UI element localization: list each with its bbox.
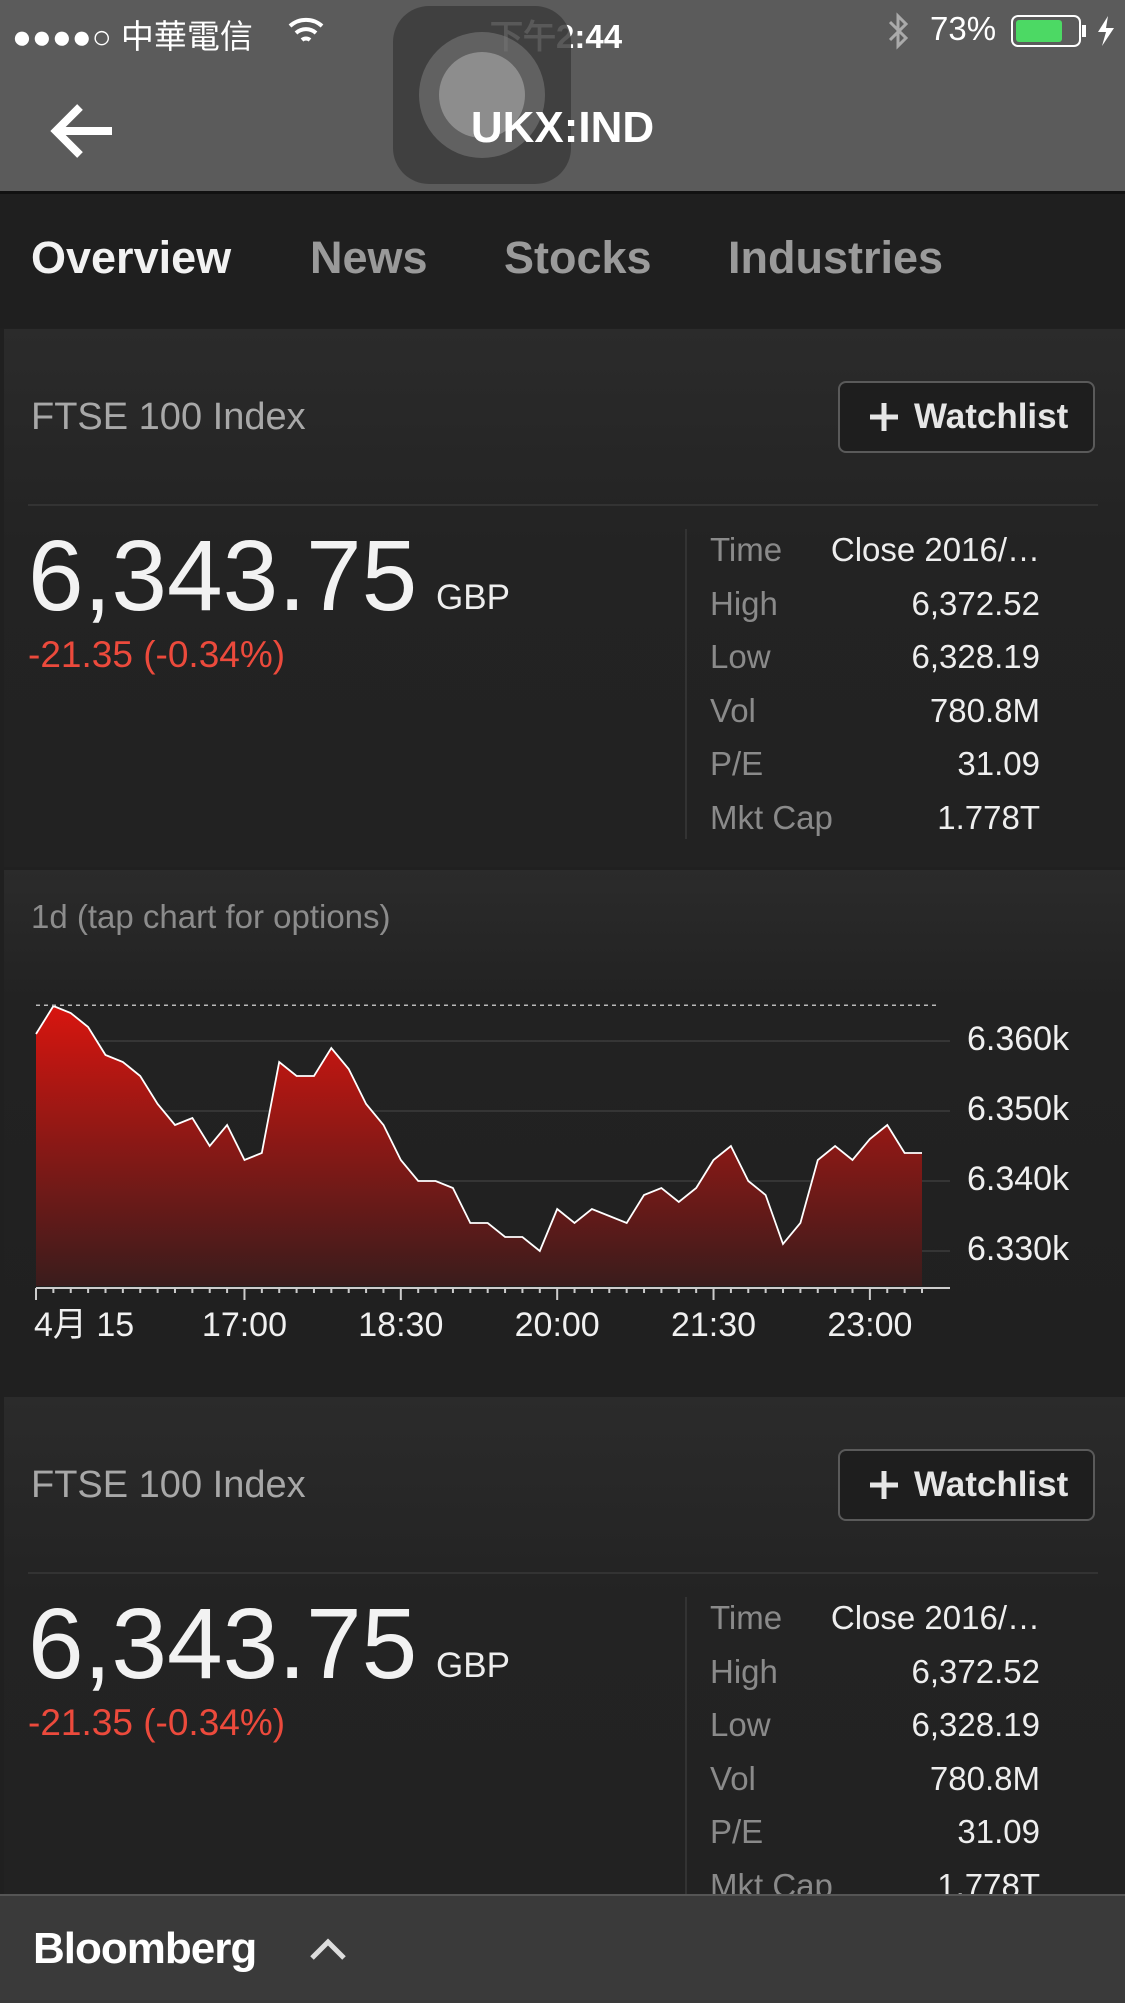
stats-divider [685, 529, 687, 839]
divider [28, 504, 1098, 506]
price: 6,343.75 [28, 520, 418, 632]
change: -21.35 (-0.34%) [28, 634, 286, 675]
stat-value: 31.09 [957, 1813, 1040, 1851]
currency: GBP [436, 578, 510, 617]
battery-icon [1011, 15, 1114, 47]
stat-value: 6,328.19 [911, 638, 1040, 676]
button-label[interactable]: Watchlist [914, 1465, 1069, 1504]
x-tick-label: 23:00 [827, 1306, 912, 1344]
stat-value: 6,372.52 [911, 584, 1040, 622]
carrier: ●●●●○ 中華電信 [12, 18, 253, 55]
x-tick-label: 18:30 [358, 1306, 443, 1344]
expand-button[interactable] [308, 1934, 348, 1964]
stat-label: Low [710, 1706, 771, 1744]
footer-bar: Bloomberg [0, 1894, 1125, 2003]
stat-label: High [710, 1652, 778, 1690]
stat-value: 780.8M [929, 1759, 1040, 1797]
chart-label: 1d (tap chart for options) [31, 898, 391, 935]
stat-value: 6,328.19 [911, 1706, 1040, 1744]
stat-value: Close 2016/… [830, 1599, 1040, 1636]
stat-label: Time [710, 1599, 783, 1636]
watchlist-button[interactable]: Watchlist [838, 381, 1095, 453]
x-tick-label: 20:00 [515, 1306, 600, 1344]
x-tick-label: 17:00 [202, 1306, 287, 1344]
wifi-icon [288, 17, 324, 42]
stat-value: Close 2016/… [830, 531, 1040, 568]
y-tick-label: 6.330k [967, 1230, 1070, 1268]
stat-label: High [710, 584, 778, 622]
stat-label: Time [710, 531, 783, 568]
nav-bar: UKX:IND [0, 6, 1125, 194]
divider [28, 1572, 1098, 1574]
tab-bar: Overview News Stocks Industries [0, 194, 1125, 328]
y-tick-label: 6.360k [967, 1020, 1070, 1058]
stat-value: 780.8M [929, 691, 1040, 729]
y-tick-label: 6.340k [967, 1160, 1070, 1198]
change: -21.35 (-0.34%) [28, 1702, 286, 1743]
assistive-touch[interactable] [393, 6, 571, 184]
brand: Bloomberg [33, 1924, 257, 1973]
currency: GBP [436, 1646, 510, 1685]
stat-value: 1.778T [937, 799, 1040, 836]
tab[interactable]: News [310, 232, 428, 283]
tab[interactable]: Overview [31, 232, 232, 283]
watchlist-button[interactable]: Watchlist [838, 1449, 1095, 1521]
stat-label: Low [710, 638, 771, 676]
line [35, 1004, 922, 1253]
x-tick-label: 4月 15 [34, 1306, 134, 1344]
battery-percent: 73% [930, 10, 997, 47]
tab[interactable]: Industries [728, 232, 944, 283]
stat-label: P/E [710, 745, 764, 783]
quote-card: FTSE 100 Index Watchlist 6,343.75 GBP -21.35… [4, 1397, 1125, 1907]
stat-label: Vol [710, 691, 756, 729]
chart-section: 1d (tap chart for options) 6.330k 6.340k 6… [4, 870, 1125, 1390]
stat-label: Vol [710, 1759, 756, 1797]
stat-value: 6,372.52 [911, 1652, 1040, 1690]
tab[interactable]: Stocks [504, 232, 652, 283]
index-name: FTSE 100 Index [31, 1464, 306, 1506]
x-tick-label: 21:30 [671, 1306, 756, 1344]
area [36, 1006, 922, 1286]
page-title: UKX:IND [470, 103, 655, 152]
chart[interactable]: 6.330k 6.340k 6.350k 6.360k 4月 15 17:00 18:30 2… [4, 870, 1125, 1390]
stat-label: Mkt Cap [710, 799, 833, 836]
quote-card: FTSE 100 Index Watchlist 6,343.75 GBP -21.35… [4, 329, 1125, 867]
index-name: FTSE 100 Index [31, 396, 306, 438]
stats-divider [685, 1597, 687, 1907]
bluetooth-icon [888, 12, 909, 50]
stat-value: 31.09 [957, 745, 1040, 783]
stat-label: P/E [710, 1813, 764, 1851]
price: 6,343.75 [28, 1588, 418, 1700]
y-tick-label: 6.350k [967, 1090, 1070, 1128]
button-label[interactable]: Watchlist [914, 397, 1069, 436]
back-button[interactable] [50, 103, 118, 159]
